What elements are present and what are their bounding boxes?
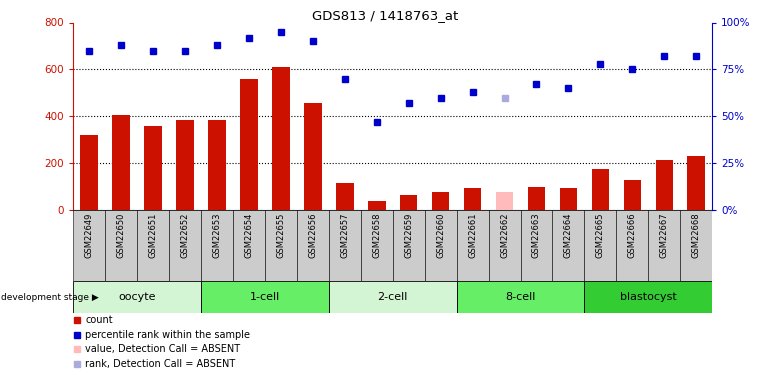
Bar	[201, 281, 329, 313]
Text: GSM22665: GSM22665	[596, 213, 605, 258]
Bar	[584, 281, 712, 313]
Bar	[240, 79, 258, 210]
Bar	[553, 210, 584, 281]
Text: GSM22655: GSM22655	[276, 213, 286, 258]
Bar	[393, 210, 425, 281]
Bar	[648, 210, 681, 281]
Bar	[304, 104, 322, 210]
Text: GSM22660: GSM22660	[436, 213, 445, 258]
Bar	[457, 281, 584, 313]
Bar	[457, 210, 488, 281]
Bar	[233, 210, 265, 281]
Bar	[617, 210, 648, 281]
Bar	[329, 281, 457, 313]
Bar	[265, 210, 296, 281]
Bar	[336, 183, 353, 210]
Bar	[105, 210, 137, 281]
Text: development stage ▶: development stage ▶	[1, 292, 99, 302]
Text: GSM22666: GSM22666	[628, 213, 637, 258]
Bar	[208, 120, 226, 210]
Bar	[368, 201, 386, 210]
Bar	[329, 210, 360, 281]
Text: GSM22659: GSM22659	[404, 213, 413, 258]
Bar	[560, 188, 578, 210]
Bar	[360, 210, 393, 281]
Bar	[527, 187, 545, 210]
Bar	[73, 281, 201, 313]
Text: 2-cell: 2-cell	[377, 292, 408, 302]
Text: GSM22652: GSM22652	[180, 213, 189, 258]
Bar	[488, 210, 521, 281]
Text: GSM22653: GSM22653	[213, 213, 222, 258]
Bar	[584, 210, 617, 281]
Bar	[201, 210, 233, 281]
Text: GSM22651: GSM22651	[149, 213, 158, 258]
Bar	[432, 192, 450, 210]
Text: GDS813 / 1418763_at: GDS813 / 1418763_at	[312, 9, 458, 22]
Bar	[521, 210, 553, 281]
Text: oocyte: oocyte	[119, 292, 156, 302]
Bar	[425, 210, 457, 281]
Text: GSM22668: GSM22668	[691, 213, 701, 258]
Bar	[496, 192, 514, 210]
Text: blastocyst: blastocyst	[620, 292, 677, 302]
Bar	[688, 156, 705, 210]
Text: GSM22661: GSM22661	[468, 213, 477, 258]
Text: count: count	[85, 315, 113, 326]
Bar	[80, 135, 98, 210]
Bar	[272, 67, 290, 210]
Bar	[624, 180, 641, 210]
Text: GSM22656: GSM22656	[308, 213, 317, 258]
Text: GSM22650: GSM22650	[116, 213, 126, 258]
Bar	[169, 210, 201, 281]
Text: GSM22663: GSM22663	[532, 213, 541, 258]
Text: percentile rank within the sample: percentile rank within the sample	[85, 330, 250, 340]
Text: GSM22662: GSM22662	[500, 213, 509, 258]
Text: GSM22658: GSM22658	[372, 213, 381, 258]
Bar	[591, 169, 609, 210]
Bar	[297, 210, 329, 281]
Text: GSM22654: GSM22654	[244, 213, 253, 258]
Text: rank, Detection Call = ABSENT: rank, Detection Call = ABSENT	[85, 359, 236, 369]
Bar	[655, 160, 673, 210]
Text: value, Detection Call = ABSENT: value, Detection Call = ABSENT	[85, 345, 240, 354]
Text: GSM22664: GSM22664	[564, 213, 573, 258]
Text: 8-cell: 8-cell	[505, 292, 536, 302]
Text: GSM22667: GSM22667	[660, 213, 669, 258]
Bar	[464, 188, 481, 210]
Text: 1-cell: 1-cell	[249, 292, 280, 302]
Bar	[144, 126, 162, 210]
Text: GSM22657: GSM22657	[340, 213, 350, 258]
Bar	[112, 115, 130, 210]
Bar	[681, 210, 712, 281]
Bar	[400, 195, 417, 210]
Bar	[73, 210, 105, 281]
Bar	[137, 210, 169, 281]
Bar	[176, 120, 194, 210]
Text: GSM22649: GSM22649	[85, 213, 94, 258]
